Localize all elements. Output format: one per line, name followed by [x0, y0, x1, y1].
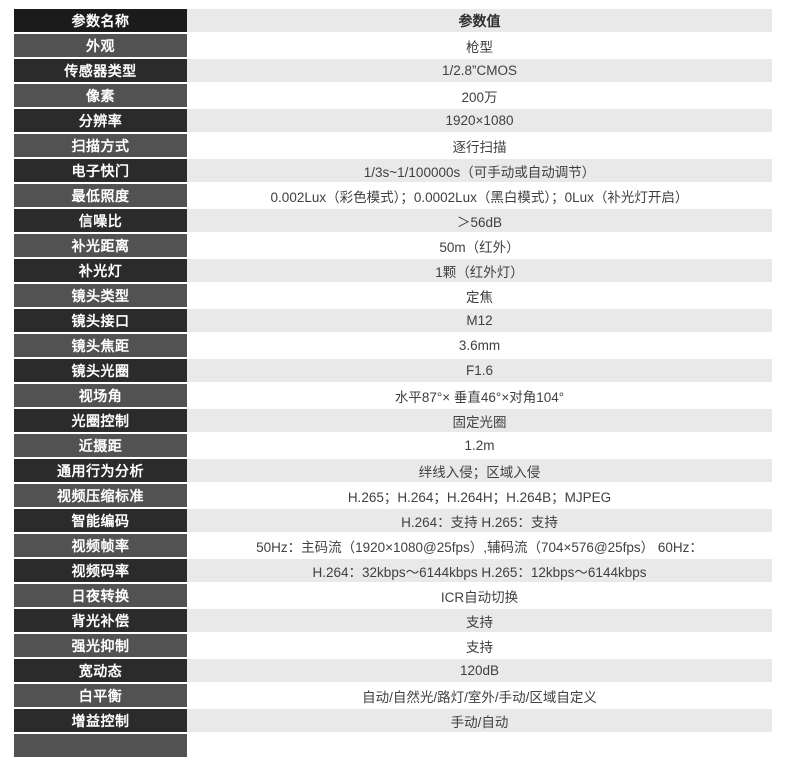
param-name-cell: 补光灯 [14, 259, 187, 282]
table-row: 补光距离 50m（红外） [14, 234, 772, 257]
param-value-cell: 1/2.8”CMOS [187, 59, 772, 82]
param-value-cell: 1920×1080 [187, 109, 772, 132]
param-name-cell: 外观 [14, 34, 187, 57]
param-name-cell: 像素 [14, 84, 187, 107]
table-row: 镜头焦距 3.6mm [14, 334, 772, 357]
param-value-cell: 定焦 [187, 284, 772, 307]
table-row: 镜头光圈 F1.6 [14, 359, 772, 382]
param-name-cell: 视频帧率 [14, 534, 187, 557]
param-name-cell: 增益控制 [14, 709, 187, 732]
param-value-cell: 固定光圈 [187, 409, 772, 432]
param-value-cell: 手动/自动 [187, 709, 772, 732]
param-value-cell: 自动/自然光/路灯/室外/手动/区域自定义 [187, 684, 772, 707]
table-row: 宽动态 120dB [14, 659, 772, 682]
table-header-row: 参数名称 参数值 [14, 9, 772, 32]
param-value-cell [187, 734, 772, 757]
param-value-cell: ＞56dB [187, 209, 772, 232]
param-name-cell: 视频压缩标准 [14, 484, 187, 507]
param-value-cell: 200万 [187, 84, 772, 107]
table-row: 像素 200万 [14, 84, 772, 107]
param-name-cell: 视频码率 [14, 559, 187, 582]
table-row: 智能编码 H.264：支持 H.265：支持 [14, 509, 772, 532]
param-name-cell: 扫描方式 [14, 134, 187, 157]
param-value-cell: 绊线入侵；区域入侵 [187, 459, 772, 482]
param-value-cell: 逐行扫描 [187, 134, 772, 157]
param-value-cell: 1颗（红外灯） [187, 259, 772, 282]
table-row: 视频码率 H.264：32kbps～6144kbps H.265：12kbps～… [14, 559, 772, 582]
param-name-cell: 强光抑制 [14, 634, 187, 657]
param-value-cell: 枪型 [187, 34, 772, 57]
table-row: 通用行为分析 绊线入侵；区域入侵 [14, 459, 772, 482]
param-name-cell: 镜头类型 [14, 284, 187, 307]
table-row: 扫描方式 逐行扫描 [14, 134, 772, 157]
param-value-cell: 3.6mm [187, 334, 772, 357]
table-row: 视频帧率 50Hz：主码流（1920×1080@25fps）,辅码流（704×5… [14, 534, 772, 557]
param-value-cell: H.264：支持 H.265：支持 [187, 509, 772, 532]
param-name-cell: 镜头接口 [14, 309, 187, 332]
param-value-cell: M12 [187, 309, 772, 332]
param-value-cell: 120dB [187, 659, 772, 682]
param-name-cell [14, 734, 187, 757]
table-row: 传感器类型 1/2.8”CMOS [14, 59, 772, 82]
param-name-cell: 信噪比 [14, 209, 187, 232]
table-row: 日夜转换 ICR自动切换 [14, 584, 772, 607]
param-value-cell: 50Hz：主码流（1920×1080@25fps）,辅码流（704×576@25… [187, 534, 772, 557]
param-name-cell: 宽动态 [14, 659, 187, 682]
table-row-partial [14, 734, 772, 757]
param-name-cell: 日夜转换 [14, 584, 187, 607]
table-row: 镜头接口 M12 [14, 309, 772, 332]
param-value-cell: H.265；H.264；H.264H；H.264B；MJPEG [187, 484, 772, 507]
table-row: 镜头类型 定焦 [14, 284, 772, 307]
param-value-cell: F1.6 [187, 359, 772, 382]
table-row: 近摄距 1.2m [14, 434, 772, 457]
param-name-cell: 近摄距 [14, 434, 187, 457]
param-value-cell: H.264：32kbps～6144kbps H.265：12kbps～6144k… [187, 559, 772, 582]
table-body: 外观 枪型 传感器类型 1/2.8”CMOS 像素 200万 分辨率 1920×… [14, 34, 772, 732]
param-value-cell: 1/3s~1/100000s（可手动或自动调节） [187, 159, 772, 182]
param-name-cell: 背光补偿 [14, 609, 187, 632]
header-param-name: 参数名称 [14, 9, 187, 32]
param-value-cell: 1.2m [187, 434, 772, 457]
table-row: 补光灯 1颗（红外灯） [14, 259, 772, 282]
table-row: 信噪比 ＞56dB [14, 209, 772, 232]
param-name-cell: 镜头光圈 [14, 359, 187, 382]
table-row: 分辨率 1920×1080 [14, 109, 772, 132]
table-row: 视场角 水平87°× 垂直46°×对角104° [14, 384, 772, 407]
table-row: 强光抑制 支持 [14, 634, 772, 657]
param-value-cell: 50m（红外） [187, 234, 772, 257]
table-row: 最低照度 0.002Lux（彩色模式）；0.0002Lux（黑白模式）；0Lux… [14, 184, 772, 207]
param-name-cell: 补光距离 [14, 234, 187, 257]
table-row: 增益控制 手动/自动 [14, 709, 772, 732]
param-name-cell: 电子快门 [14, 159, 187, 182]
param-name-cell: 白平衡 [14, 684, 187, 707]
param-name-cell: 通用行为分析 [14, 459, 187, 482]
table-row: 电子快门 1/3s~1/100000s（可手动或自动调节） [14, 159, 772, 182]
table-row: 光圈控制 固定光圈 [14, 409, 772, 432]
param-name-cell: 分辨率 [14, 109, 187, 132]
param-name-cell: 最低照度 [14, 184, 187, 207]
table-row: 背光补偿 支持 [14, 609, 772, 632]
param-name-cell: 镜头焦距 [14, 334, 187, 357]
param-name-cell: 光圈控制 [14, 409, 187, 432]
header-param-value: 参数值 [187, 9, 772, 32]
param-value-cell: 水平87°× 垂直46°×对角104° [187, 384, 772, 407]
param-value-cell: 支持 [187, 609, 772, 632]
param-name-cell: 视场角 [14, 384, 187, 407]
table-row: 外观 枪型 [14, 34, 772, 57]
param-name-cell: 智能编码 [14, 509, 187, 532]
table-row: 视频压缩标准 H.265；H.264；H.264H；H.264B；MJPEG [14, 484, 772, 507]
param-value-cell: 支持 [187, 634, 772, 657]
spec-table: 参数名称 参数值 外观 枪型 传感器类型 1/2.8”CMOS 像素 200万 … [14, 9, 772, 759]
param-value-cell: ICR自动切换 [187, 584, 772, 607]
table-row: 白平衡 自动/自然光/路灯/室外/手动/区域自定义 [14, 684, 772, 707]
param-value-cell: 0.002Lux（彩色模式）；0.0002Lux（黑白模式）；0Lux（补光灯开… [187, 184, 772, 207]
param-name-cell: 传感器类型 [14, 59, 187, 82]
